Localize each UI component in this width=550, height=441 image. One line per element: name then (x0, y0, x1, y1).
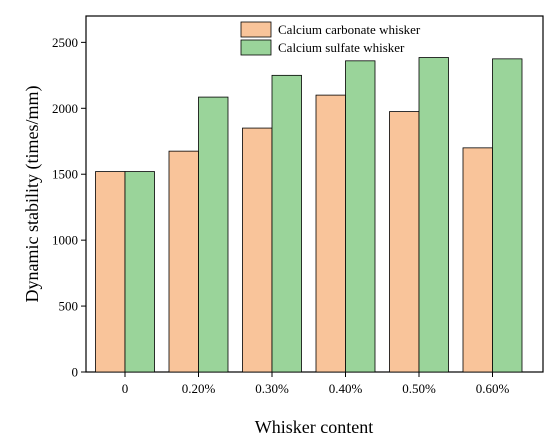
x-tick-label: 0.30% (255, 381, 289, 396)
bar-calcium-sulfate (345, 60, 376, 373)
bar-calcium-sulfate (198, 96, 229, 373)
legend-label-carbonate: Calcium carbonate whisker (278, 22, 421, 37)
legend: Calcium carbonate whisker Calcium sulfat… (240, 21, 421, 56)
bar-calcium-sulfate (492, 58, 523, 373)
plot-frame (85, 15, 544, 373)
y-tick-label: 1500 (52, 167, 78, 182)
bar-calcium-carbonate (95, 171, 126, 373)
bar-calcium-carbonate (242, 127, 273, 373)
y-tick-label: 1000 (52, 233, 78, 248)
x-tick-label: 0 (122, 381, 129, 396)
bar-calcium-carbonate (315, 94, 346, 373)
legend-swatch-sulfate (240, 39, 272, 56)
y-tick-label: 500 (59, 299, 79, 314)
bar-calcium-carbonate (462, 147, 493, 373)
bars-group (95, 57, 523, 373)
y-tick-label: 2000 (52, 101, 78, 116)
ticks-group: 0 500 1000 1500 2000 2500 0 0.20% 0.30% 0.40% 0.50… (52, 35, 509, 396)
x-axis-title: Whisker content (255, 417, 373, 437)
y-axis-title: Dynamic stability (times/mm) (22, 86, 43, 303)
legend-label-sulfate: Calcium sulfate whisker (278, 40, 405, 55)
legend-swatch-carbonate (240, 21, 272, 38)
x-tick-label: 0.60% (476, 381, 510, 396)
bar-calcium-carbonate (168, 150, 199, 373)
bar-calcium-sulfate (124, 171, 155, 373)
bar-calcium-carbonate (389, 111, 420, 373)
bar-calcium-sulfate (271, 74, 302, 373)
y-tick-label: 0 (72, 365, 79, 380)
x-tick-label: 0.50% (402, 381, 436, 396)
x-tick-label: 0.20% (182, 381, 216, 396)
x-tick-label: 0.40% (329, 381, 363, 396)
y-tick-label: 2500 (52, 35, 78, 50)
bar-calcium-sulfate (418, 57, 449, 373)
